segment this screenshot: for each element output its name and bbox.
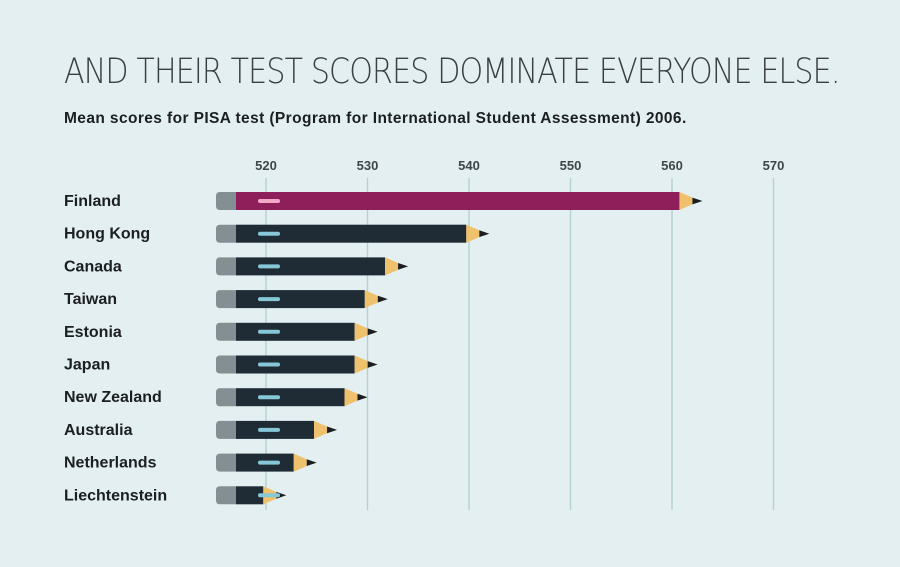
pencil-body [236,224,467,243]
pencil-tip [692,197,703,205]
bar [216,453,317,472]
pencil-body [236,322,355,341]
category-labels: Finland Hong Kong Canada Taiwan Estonia Japan… [64,193,167,504]
pencil-tip [479,230,490,238]
bar [216,486,287,505]
pencil-wood [314,420,328,439]
category-label: Japan [64,357,110,374]
x-tick-label: 520 [255,158,277,173]
category-label: Finland [64,193,121,210]
category-label: Estonia [64,324,122,341]
chart-subtitle: Mean scores for PISA test (Program for I… [64,110,687,127]
pencil-tip [357,393,368,401]
pencil-tip [327,426,338,434]
pencil-wood [466,224,480,243]
bar [216,290,388,309]
category-label: New Zealand [64,389,162,406]
pencil-stripe [258,395,280,400]
x-axis-ticks: 520 530 540 550 560 570 [255,158,784,173]
pencil-eraser [216,257,236,276]
category-label: Taiwan [64,291,117,308]
bar [216,224,490,243]
pencil-eraser [216,420,236,439]
pencil-body [236,290,365,309]
pencil-wood [364,290,378,309]
chart-title: AND THEIR TEST SCORES DOMINATE EVERYONE … [64,52,840,92]
bar [216,257,409,276]
pencil-tip [398,263,409,270]
category-label: Australia [64,422,133,439]
pencil-eraser [216,355,236,374]
bar [216,388,368,407]
pencil-wood [385,257,399,276]
category-label: Liechtenstein [64,487,167,504]
pencil-stripe [258,362,280,367]
pencil-wood [354,355,368,374]
pencil-body [236,257,386,276]
pencil-stripe [258,297,280,302]
pencil-wood [679,192,693,210]
pencil-wood [354,322,368,341]
pencil-bars [216,192,703,505]
pencil-eraser [216,388,236,407]
pencil-eraser [216,322,236,341]
pencil-eraser [216,290,236,309]
pencil-stripe [258,199,280,203]
pencil-tip [377,295,388,303]
pencil-eraser [216,453,236,472]
pencil-tip [367,361,378,368]
category-label: Canada [64,258,122,275]
pencil-body [236,355,355,374]
pencil-eraser [216,224,236,243]
pencil-stripe [258,427,280,432]
x-tick-label: 570 [763,158,785,173]
x-tick-label: 560 [661,158,683,173]
pencil-body [236,486,264,505]
x-tick-label: 530 [357,158,379,173]
bar [216,420,338,439]
pencil-tip [306,459,317,466]
pencil-eraser [216,486,236,505]
pencil-wood [344,388,358,407]
pencil-body [236,388,345,407]
pencil-stripe [258,264,280,269]
x-tick-label: 550 [560,158,582,173]
pencil-stripe [258,460,280,465]
bar [216,192,703,210]
pencil-eraser [216,192,236,210]
pencil-body [236,192,680,210]
pencil-stripe [258,231,280,236]
bar [216,322,378,341]
category-label: Netherlands [64,455,157,472]
pencil-tip [367,328,378,336]
pencil-stripe [258,329,280,334]
pencil-stripe [258,493,280,498]
x-tick-label: 540 [458,158,480,173]
bar [216,355,378,374]
category-label: Hong Kong [64,226,150,243]
pencil-wood [293,453,307,472]
